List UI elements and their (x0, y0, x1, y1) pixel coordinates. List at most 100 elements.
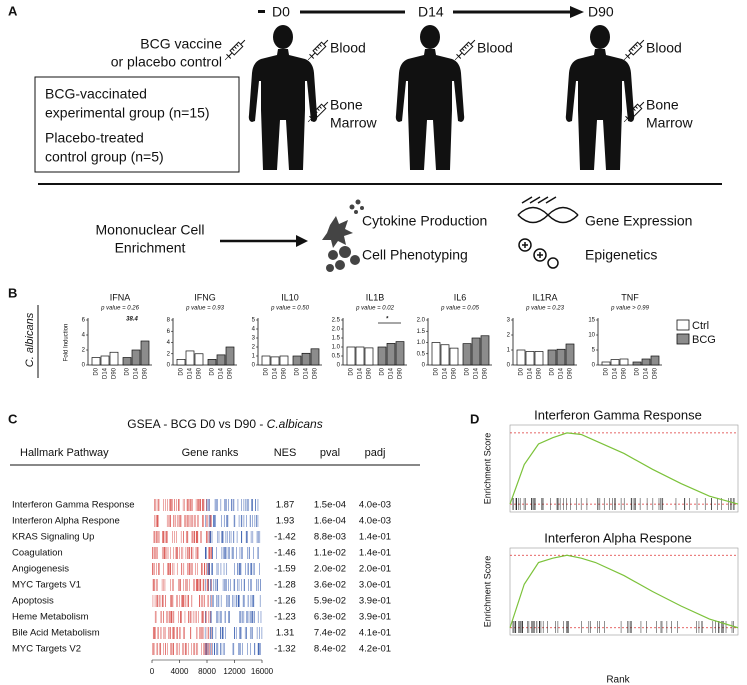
table-cell: 1.5e-04 (314, 500, 346, 511)
assay-label: Gene Expression (585, 213, 692, 229)
x-tick-label: D14 (389, 367, 395, 379)
x-tick-label: D0 (635, 367, 641, 375)
table-cell: -1.59 (274, 564, 296, 575)
y-tick-label: 10 (588, 333, 595, 339)
y-tick-label: 2.0 (332, 327, 341, 333)
sample-label: Bone (330, 97, 363, 113)
table-cell: 2.0e-02 (314, 564, 346, 575)
bar (449, 347, 459, 366)
panel-letter: C (8, 411, 18, 426)
y-tick-label: 3 (507, 318, 511, 324)
bar (216, 354, 226, 366)
rank-axis-label: 8000 (198, 667, 216, 676)
y-tick-label: 6 (82, 318, 86, 324)
bar (91, 357, 101, 366)
y-tick-label: 1.5 (332, 336, 341, 342)
x-tick-label: D0 (94, 367, 100, 375)
table-cell: -1.26 (274, 596, 296, 607)
y-tick-label: 0.5 (417, 351, 426, 357)
bar (377, 346, 387, 366)
table-cell: -1.42 (274, 532, 296, 543)
p-value: p value = 0.05 (440, 306, 480, 312)
x-tick-label: D90 (568, 367, 574, 379)
syringe (222, 37, 248, 63)
timepoint: D90 (588, 4, 614, 20)
arrow-head (296, 235, 308, 247)
bar (471, 337, 481, 366)
syringe (452, 37, 478, 63)
x-tick-label: D0 (295, 367, 301, 375)
y-tick-label: 4 (252, 327, 256, 333)
table-cell: 6.3e-02 (314, 612, 346, 623)
bar (122, 357, 132, 366)
bar (632, 361, 642, 366)
bar (619, 358, 629, 366)
y-tick-label: 6 (167, 329, 171, 335)
p-value: p value = 0.50 (270, 306, 310, 312)
y-tick-label: 3 (252, 336, 256, 342)
sample-label: Marrow (330, 115, 378, 131)
x-tick-label: D0 (349, 367, 355, 375)
x-tick-label: D14 (559, 367, 565, 379)
x-tick-label: D0 (380, 367, 386, 375)
x-tick-label: D14 (443, 367, 449, 379)
x-axis-label: Rank (606, 675, 630, 685)
table-cell: -1.23 (274, 612, 296, 623)
table-cell: 3.9e-01 (359, 596, 391, 607)
y-tick-label: 0 (167, 363, 171, 369)
y-tick-label: 2 (167, 351, 171, 357)
x-tick-label: D0 (465, 367, 471, 375)
y-tick-label: 1.0 (332, 345, 341, 351)
sample-label: Blood (330, 40, 366, 56)
y-axis-label: Enrichment Score (482, 433, 492, 505)
table-cell: 4.1e-01 (359, 628, 391, 639)
table-cell: 7.4e-02 (314, 628, 346, 639)
y-tick-label: 2 (252, 345, 256, 351)
x-tick-label: D90 (143, 367, 149, 379)
y-tick-label: 1.0 (417, 340, 426, 346)
y-tick-label: 4 (82, 333, 86, 339)
y-tick-label: 1.5 (417, 329, 426, 335)
x-tick-label: D0 (264, 367, 270, 375)
sample-label: Bone (646, 97, 679, 113)
x-tick-label: D90 (112, 367, 118, 379)
p-value: p value = 0.02 (355, 306, 395, 312)
x-tick-label: D90 (653, 367, 659, 379)
bar (650, 355, 660, 366)
legend-label: BCG (692, 334, 716, 346)
x-tick-label: D0 (434, 367, 440, 375)
table-cell: 1.4e-01 (359, 532, 391, 543)
dna-icon (517, 196, 579, 269)
x-tick-label: D14 (103, 367, 109, 379)
table-cell: 3.9e-01 (359, 612, 391, 623)
bar (462, 343, 472, 366)
bar (386, 343, 396, 366)
timepoint: D0 (272, 4, 290, 20)
y-tick-label: 0 (82, 363, 86, 369)
panel-letter: A (8, 3, 18, 18)
bar (270, 356, 280, 366)
syringe (621, 37, 647, 63)
table-cell: 4.0e-03 (359, 500, 391, 511)
pathway-name: MYC Targets V2 (12, 644, 81, 655)
plot-frame (509, 547, 739, 636)
table-cell: 1.1e-02 (314, 548, 346, 559)
x-tick-label: D0 (550, 367, 556, 375)
group-box (34, 76, 240, 173)
table-header: NES (274, 447, 297, 459)
table-cell: 3.0e-01 (359, 580, 391, 591)
step-label: Enrichment (115, 240, 186, 256)
bar (140, 340, 150, 366)
table-cell: 1.93 (276, 516, 295, 527)
chart-title: IL10 (281, 292, 299, 302)
vaccine-label: or placebo control (111, 54, 222, 70)
bar (100, 355, 110, 366)
x-tick-label: D90 (622, 367, 628, 379)
table-header: pval (320, 447, 340, 459)
bar (194, 353, 204, 366)
bar (516, 349, 526, 366)
table-cell: 5.9e-02 (314, 596, 346, 607)
group-label: BCG-vaccinated (45, 86, 147, 102)
y-tick-label: 2.0 (417, 318, 426, 324)
